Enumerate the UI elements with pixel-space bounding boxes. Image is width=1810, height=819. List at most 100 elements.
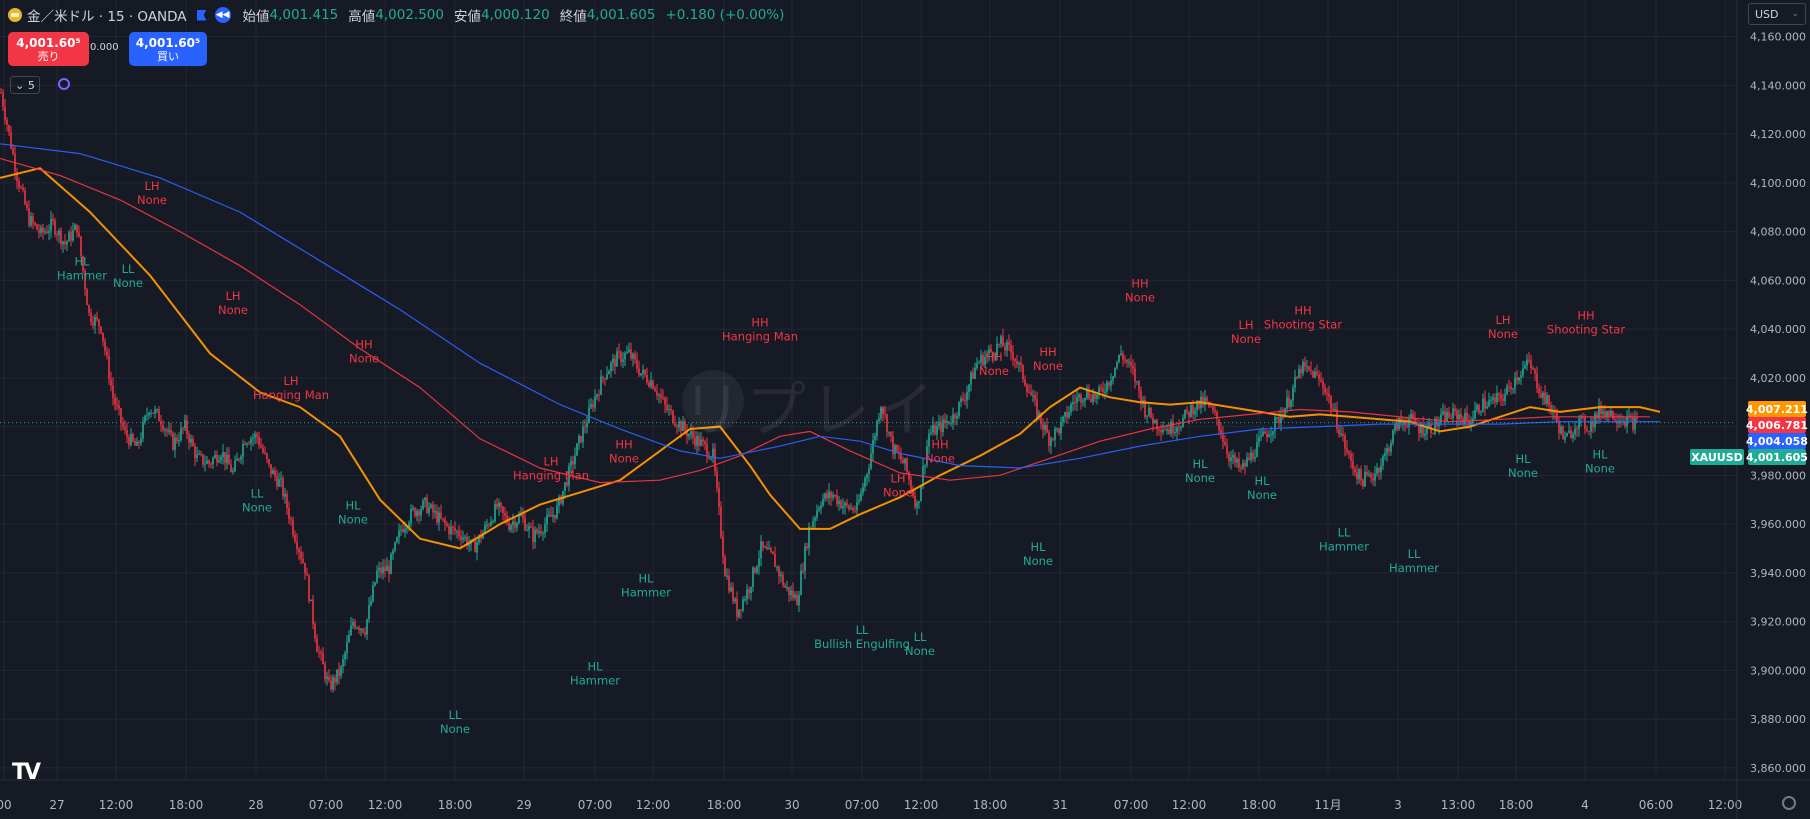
candle-body — [1292, 387, 1294, 401]
candle-body — [1040, 412, 1042, 424]
candle-body — [846, 502, 848, 506]
candle-body — [302, 558, 304, 563]
candle-body — [252, 437, 254, 439]
candle-body — [910, 479, 912, 490]
candle-body — [1328, 394, 1330, 397]
candle-body — [262, 447, 264, 453]
candle-body — [818, 508, 820, 511]
candle-body — [1202, 396, 1204, 406]
pattern-label: HH — [355, 338, 372, 352]
candle-body — [606, 374, 608, 379]
candle-body — [1288, 397, 1290, 407]
pattern-label: Hammer — [621, 586, 671, 600]
candle-body — [1478, 405, 1480, 413]
candle-body — [312, 599, 314, 624]
candle-body — [588, 407, 590, 423]
x-tick-label: 12:00 — [904, 798, 939, 812]
candle-body — [232, 470, 234, 473]
currency-select[interactable]: USD ⌄ — [1748, 3, 1806, 25]
sync-icon[interactable] — [58, 78, 70, 90]
candle-body — [1196, 400, 1198, 411]
candle-body — [1392, 430, 1394, 443]
candle-body — [564, 482, 566, 492]
candle-body — [1596, 413, 1598, 419]
candle-body — [1320, 379, 1322, 382]
candle-body — [1048, 432, 1050, 447]
candle-body — [530, 526, 532, 528]
candle-body — [390, 554, 392, 574]
candle-body — [1094, 394, 1096, 399]
candle-body — [138, 441, 140, 444]
candle-body — [1032, 395, 1034, 397]
candle-body — [1322, 381, 1324, 388]
price-label-box — [1748, 432, 1806, 449]
sell-button[interactable]: 4,001.60⁵ 売り — [8, 32, 89, 66]
candle-body — [246, 443, 248, 445]
candle-body — [1332, 408, 1334, 411]
candle-body — [264, 452, 266, 454]
candle-body — [1598, 405, 1600, 419]
candle-body — [1318, 374, 1320, 380]
candle-body — [1588, 430, 1590, 432]
candle-body — [1144, 399, 1146, 417]
tradingview-logo[interactable]: TV — [12, 760, 41, 785]
candle-body — [178, 440, 180, 442]
candle-body — [1442, 411, 1444, 415]
candle-body — [774, 554, 776, 568]
candle-body — [1082, 400, 1084, 403]
candle-body — [584, 426, 586, 428]
candle-body — [592, 404, 594, 408]
candle-body — [1350, 453, 1352, 461]
candle-body — [536, 529, 538, 533]
candle-body — [486, 524, 488, 526]
candle-body — [1512, 388, 1514, 390]
candle-body — [628, 349, 630, 352]
candle-body — [418, 510, 420, 516]
candle-body — [1158, 429, 1160, 431]
candle-body — [400, 529, 402, 531]
currency-value: USD — [1755, 7, 1779, 21]
candle-body — [608, 371, 610, 375]
candle-body — [206, 460, 208, 464]
candle-body — [1014, 358, 1016, 361]
candle-body — [1542, 392, 1544, 398]
pattern-label: None — [1247, 488, 1277, 502]
candle-body — [678, 421, 680, 428]
candle-body — [196, 454, 198, 459]
indicator-collapse-button[interactable]: ⌄ 5 — [10, 76, 40, 94]
candle-body — [634, 353, 636, 360]
candle-body — [494, 503, 496, 522]
candle-body — [496, 503, 498, 508]
candle-body — [58, 230, 60, 235]
candle-body — [630, 349, 632, 359]
pattern-label: None — [609, 452, 639, 466]
candle-body — [962, 398, 964, 401]
y-tick-label: 4,120.000 — [1750, 128, 1806, 141]
candle-body — [96, 317, 98, 320]
candle-body — [300, 552, 302, 559]
candle-body — [698, 435, 700, 446]
candle-body — [1276, 417, 1278, 419]
candle-body — [392, 550, 394, 555]
symbol-title[interactable]: 金／米ドル · 15 · OANDA — [27, 9, 187, 25]
replay-icon[interactable]: ◀◀ — [214, 7, 231, 23]
candle-body — [786, 587, 788, 589]
candle-body — [430, 504, 432, 508]
candle-body — [980, 355, 982, 363]
candle-body — [1084, 397, 1086, 401]
candle-body — [1558, 421, 1560, 434]
candle-body — [920, 486, 922, 502]
candle-body — [1364, 471, 1366, 487]
candle-body — [250, 438, 252, 444]
gear-icon[interactable] — [1782, 796, 1796, 810]
candle-body — [1414, 417, 1416, 424]
buy-button[interactable]: 4,001.60⁵ 買い — [129, 32, 207, 66]
candle-body — [500, 502, 502, 507]
candle-body — [388, 565, 390, 574]
candle-body — [1226, 445, 1228, 454]
pattern-label: Shooting Star — [1264, 317, 1342, 331]
candle-body — [776, 566, 778, 568]
flag-icon[interactable] — [196, 9, 207, 21]
candle-body — [280, 478, 282, 480]
